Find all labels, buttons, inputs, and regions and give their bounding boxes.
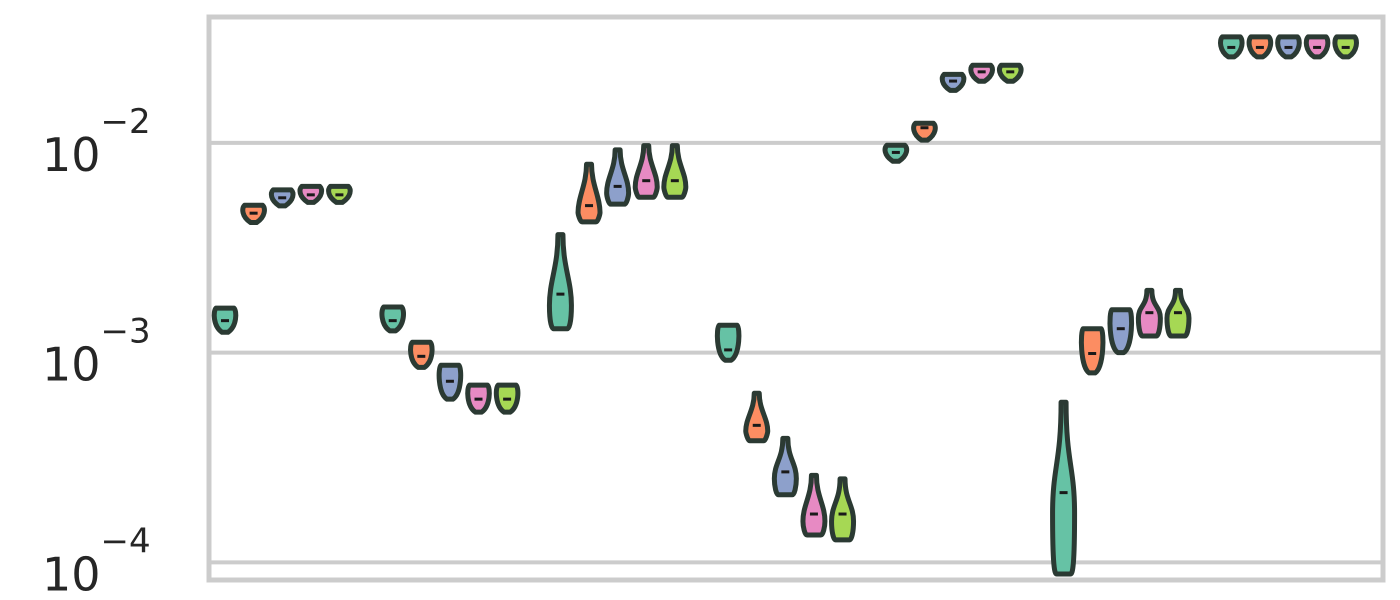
violin-group bbox=[1218, 34, 1359, 60]
y-tick-exponent: −3 bbox=[101, 312, 151, 352]
violin-body bbox=[546, 232, 574, 332]
y-tick-labels: 10−4 10−3 10−2 bbox=[42, 102, 151, 600]
violin-body bbox=[661, 143, 689, 200]
violin-body bbox=[379, 304, 407, 334]
violin-body bbox=[714, 322, 742, 363]
violin-body bbox=[1050, 399, 1078, 577]
y-tick-exponent: −2 bbox=[101, 102, 151, 142]
y-tick-label: 10−4 bbox=[42, 521, 151, 600]
violin-group bbox=[1050, 287, 1192, 577]
violin-body bbox=[575, 161, 603, 225]
violins bbox=[211, 34, 1359, 577]
violin-group bbox=[882, 62, 1024, 164]
plot-frame bbox=[206, 14, 1386, 583]
violin-body bbox=[604, 147, 632, 207]
violin-group bbox=[379, 304, 521, 415]
violin-group bbox=[714, 322, 857, 543]
violin-body bbox=[829, 476, 857, 543]
y-tick-label: 10−3 bbox=[42, 312, 151, 392]
violin-body bbox=[1078, 326, 1106, 376]
y-tick-exponent: −4 bbox=[101, 521, 151, 561]
violin-body bbox=[911, 120, 938, 143]
violin-body bbox=[800, 472, 828, 538]
violin-body bbox=[1107, 307, 1135, 356]
violin-group bbox=[211, 183, 353, 335]
violin-body bbox=[771, 435, 799, 498]
grid-lines bbox=[209, 140, 1383, 565]
violin-body bbox=[632, 143, 660, 200]
violin-group bbox=[546, 143, 689, 332]
y-tick-label: 10−2 bbox=[42, 102, 151, 182]
violin-body bbox=[743, 390, 771, 444]
